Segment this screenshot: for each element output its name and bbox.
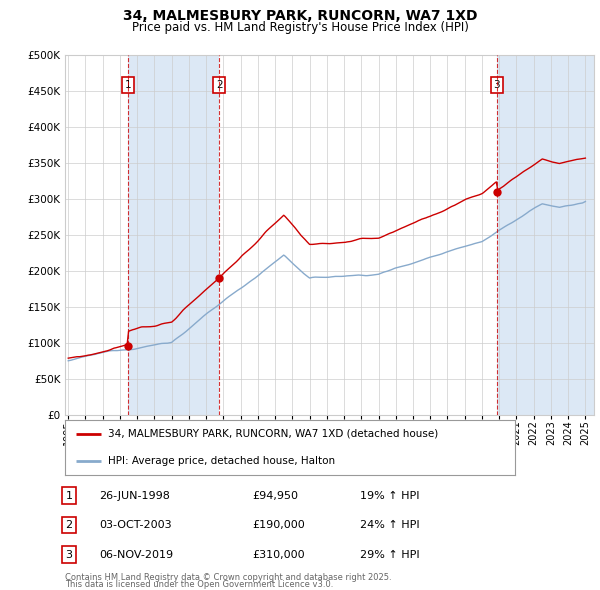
Text: 34, MALMESBURY PARK, RUNCORN, WA7 1XD: 34, MALMESBURY PARK, RUNCORN, WA7 1XD bbox=[123, 9, 477, 24]
Text: £190,000: £190,000 bbox=[252, 520, 305, 530]
Text: 1: 1 bbox=[65, 491, 73, 500]
Text: 3: 3 bbox=[65, 550, 73, 559]
Text: 19% ↑ HPI: 19% ↑ HPI bbox=[360, 491, 419, 500]
Text: 34, MALMESBURY PARK, RUNCORN, WA7 1XD (detached house): 34, MALMESBURY PARK, RUNCORN, WA7 1XD (d… bbox=[107, 429, 438, 439]
Text: This data is licensed under the Open Government Licence v3.0.: This data is licensed under the Open Gov… bbox=[65, 579, 333, 589]
Bar bbox=[128, 55, 219, 415]
Text: Contains HM Land Registry data © Crown copyright and database right 2025.: Contains HM Land Registry data © Crown c… bbox=[65, 572, 391, 582]
Text: 2: 2 bbox=[216, 80, 223, 90]
Text: 2: 2 bbox=[65, 520, 73, 530]
Text: 29% ↑ HPI: 29% ↑ HPI bbox=[360, 550, 419, 559]
Text: £310,000: £310,000 bbox=[252, 550, 305, 559]
Text: 06-NOV-2019: 06-NOV-2019 bbox=[99, 550, 173, 559]
Text: 26-JUN-1998: 26-JUN-1998 bbox=[99, 491, 170, 500]
Text: HPI: Average price, detached house, Halton: HPI: Average price, detached house, Halt… bbox=[107, 456, 335, 466]
Text: £94,950: £94,950 bbox=[252, 491, 298, 500]
Text: 24% ↑ HPI: 24% ↑ HPI bbox=[360, 520, 419, 530]
Text: 3: 3 bbox=[493, 80, 500, 90]
Text: 1: 1 bbox=[125, 80, 131, 90]
Bar bbox=[497, 55, 594, 415]
Text: 03-OCT-2003: 03-OCT-2003 bbox=[99, 520, 172, 530]
Text: Price paid vs. HM Land Registry's House Price Index (HPI): Price paid vs. HM Land Registry's House … bbox=[131, 21, 469, 34]
